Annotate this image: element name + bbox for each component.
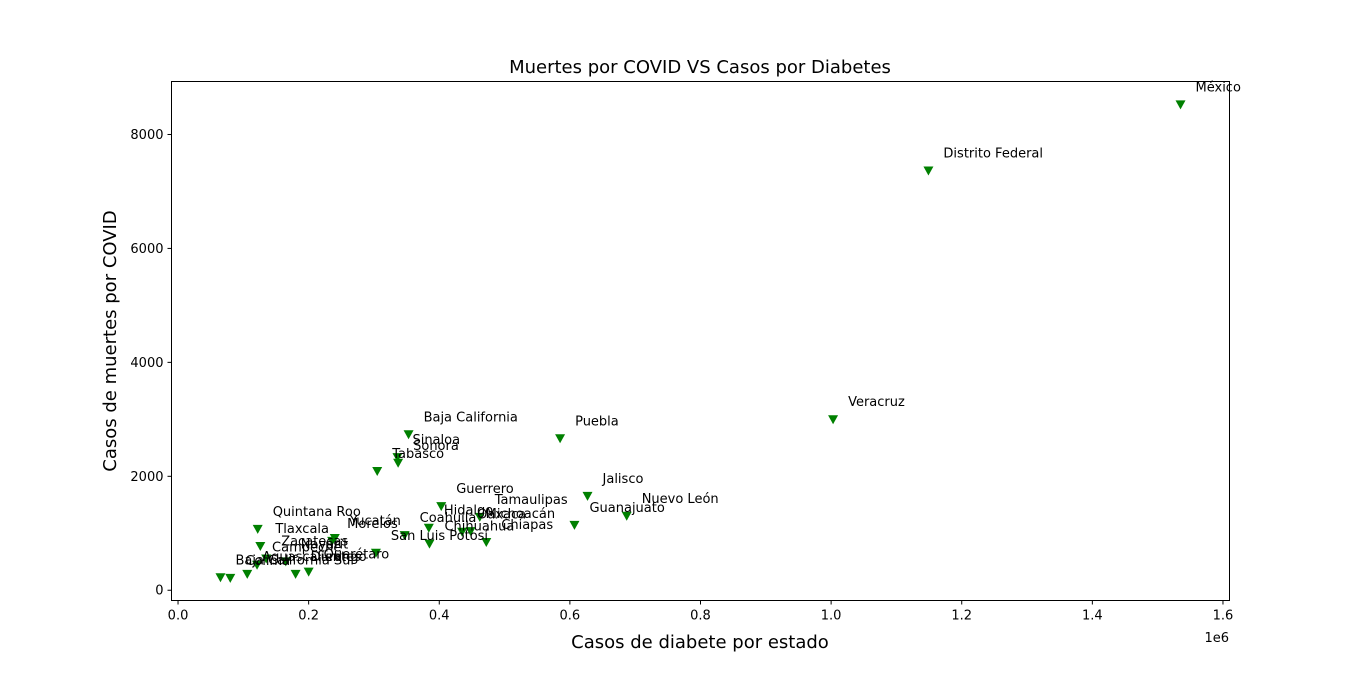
data-point-label: Querétaro bbox=[324, 548, 390, 563]
data-point bbox=[465, 527, 476, 537]
data-point bbox=[555, 434, 566, 444]
x-tick-label: 1.2 bbox=[951, 609, 972, 624]
data-point bbox=[303, 567, 314, 577]
data-point-label: San Luis Potosí bbox=[391, 529, 489, 544]
data-point-label: Tabasco bbox=[391, 447, 444, 462]
data-point bbox=[621, 511, 632, 521]
chart-title: Muertes por COVID VS Casos por Diabetes bbox=[509, 57, 891, 78]
data-point-label: Baja California Sur bbox=[235, 553, 356, 568]
data-point bbox=[252, 560, 263, 570]
x-tick-label: 1.4 bbox=[1082, 609, 1103, 624]
data-point bbox=[290, 569, 301, 579]
data-point-label: Colima bbox=[245, 554, 290, 569]
data-point-label: Nuevo León bbox=[642, 492, 719, 507]
data-point-label: Puebla bbox=[575, 414, 619, 429]
data-point bbox=[481, 537, 492, 547]
data-point-label: Veracruz bbox=[848, 395, 905, 410]
data-point-label: Morelos bbox=[347, 517, 398, 532]
y-tick-label: 6000 bbox=[130, 242, 163, 257]
data-point-label: Guanajuato bbox=[589, 501, 664, 516]
data-point bbox=[327, 536, 338, 546]
x-tick-label: 0.2 bbox=[298, 609, 319, 624]
data-point-label: Distrito Federal bbox=[943, 147, 1043, 162]
data-point bbox=[372, 467, 383, 477]
x-axis-title: Casos de diabete por estado bbox=[571, 632, 829, 653]
data-point-label: Yucatán bbox=[349, 514, 401, 529]
plot-area-frame bbox=[171, 81, 1230, 601]
point-labels: México Distrito Federal Veracruz Puebla Baja… bbox=[235, 80, 1240, 568]
data-point-label: Campeche bbox=[272, 541, 341, 556]
data-point-label: Tamaulipas bbox=[494, 493, 568, 508]
data-point-label: Baja California bbox=[424, 410, 518, 425]
data-point-label: Hidalgo bbox=[444, 504, 493, 519]
data-point-label: Michoacán bbox=[486, 507, 556, 522]
x-tick-label: 0.6 bbox=[560, 609, 581, 624]
y-tick-label: 2000 bbox=[130, 470, 163, 485]
x-axis: 0.0 0.2 0.4 0.6 0.8 1.0 1.2 1.4 1.6 bbox=[168, 600, 1234, 624]
data-point bbox=[923, 166, 934, 176]
data-point bbox=[436, 502, 447, 512]
data-point bbox=[261, 554, 272, 564]
data-point bbox=[225, 573, 236, 583]
data-point bbox=[582, 491, 593, 501]
data-point-label: Chiapas bbox=[501, 518, 553, 533]
data-point-label: México bbox=[1196, 80, 1241, 95]
data-point-label: Guerrero bbox=[456, 482, 514, 497]
x-tick-label: 0.8 bbox=[690, 609, 711, 624]
data-point-label: Jalisco bbox=[602, 472, 644, 487]
x-tick-label: 1.0 bbox=[821, 609, 842, 624]
y-tick-label: 8000 bbox=[130, 128, 163, 143]
x-tick-label: 0.4 bbox=[429, 609, 450, 624]
x-axis-offset-label: 1e6 bbox=[1204, 631, 1229, 646]
data-point-label: Chihuahua bbox=[444, 520, 514, 535]
data-point-label: Quintana Roo bbox=[273, 505, 361, 520]
data-point-label: Sonora bbox=[413, 439, 459, 454]
x-tick-label: 0.0 bbox=[168, 609, 189, 624]
data-point bbox=[457, 527, 468, 537]
data-point bbox=[215, 573, 226, 583]
data-point bbox=[1175, 100, 1186, 110]
data-point bbox=[255, 541, 266, 551]
data-point-label: Aguascalientes bbox=[262, 550, 361, 565]
y-tick-label: 0 bbox=[155, 584, 163, 599]
data-point bbox=[280, 557, 291, 567]
data-point-label: Coahuila bbox=[420, 511, 477, 526]
data-point-label: Nayarit bbox=[301, 537, 348, 552]
data-point bbox=[242, 569, 253, 579]
data-point-label: Sinaloa bbox=[412, 433, 460, 448]
y-axis: 0 2000 4000 6000 8000 bbox=[130, 128, 172, 599]
data-point-label: Oaxaca bbox=[477, 508, 526, 523]
data-point bbox=[403, 430, 414, 440]
data-point bbox=[370, 548, 381, 558]
y-axis-title: Casos de muertes por COVID bbox=[100, 210, 121, 471]
data-point bbox=[423, 523, 434, 533]
data-point-label: Durango bbox=[311, 550, 367, 565]
data-point-label: Zacatecas bbox=[281, 534, 348, 549]
data-point bbox=[569, 520, 580, 530]
data-point bbox=[474, 512, 485, 522]
x-tick-label: 1.6 bbox=[1213, 609, 1234, 624]
data-point-label: Tlaxcala bbox=[274, 522, 329, 537]
data-point bbox=[424, 539, 435, 549]
data-point bbox=[392, 453, 403, 463]
y-tick-label: 4000 bbox=[130, 356, 163, 371]
data-point bbox=[828, 415, 839, 425]
data-point bbox=[393, 458, 404, 468]
data-point bbox=[252, 524, 263, 534]
data-points bbox=[215, 100, 1186, 583]
data-point bbox=[399, 531, 410, 541]
